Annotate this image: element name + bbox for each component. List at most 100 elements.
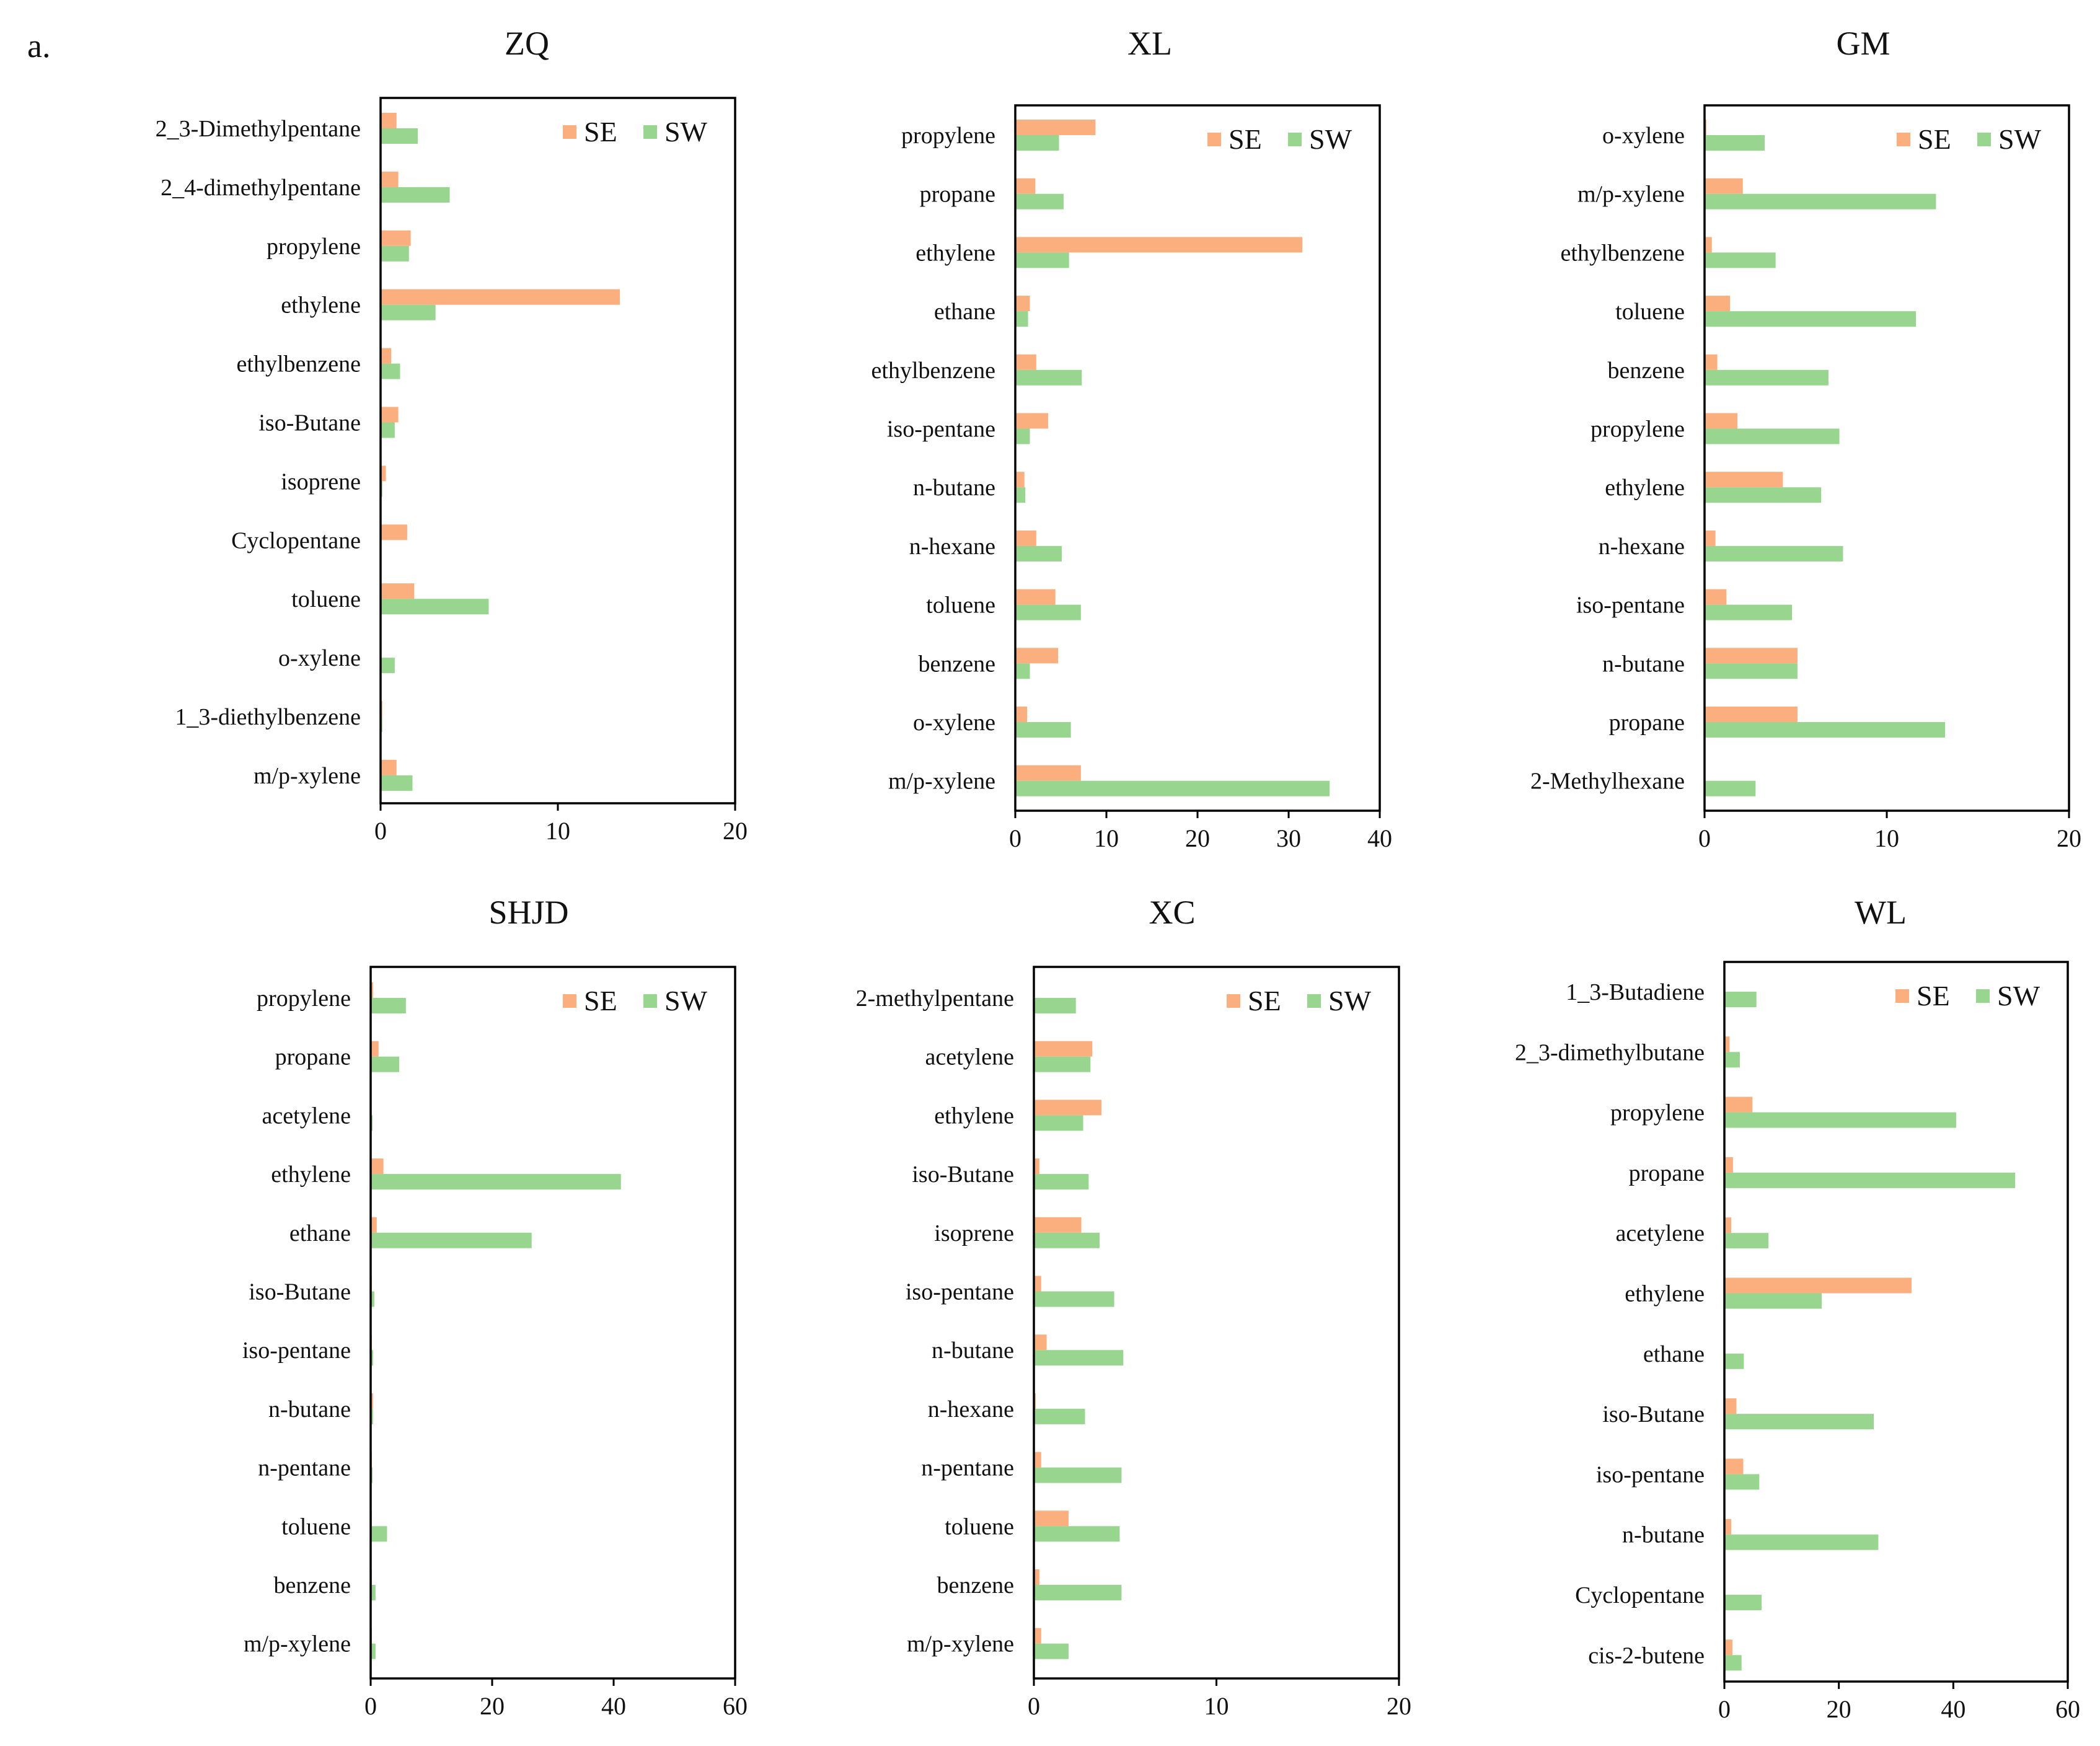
bar-sw-2-3-dimethylpentane: [381, 128, 418, 144]
x-tick-label-xl-2: 20: [1185, 824, 1210, 852]
bar-se-acetylene: [1034, 1041, 1093, 1057]
bar-sw-2-3-dimethylbutane: [1724, 1052, 1740, 1068]
bar-sw-n-butane: [1724, 1534, 1879, 1550]
bar-se-cyclopentane: [381, 524, 407, 540]
category-label-isoprene: isoprene: [934, 1220, 1014, 1246]
bar-sw-m-p-xylene: [1034, 1643, 1069, 1659]
bar-se-ethylene: [1724, 1277, 1912, 1294]
bar-sw-propylene: [1724, 1112, 1956, 1128]
category-label-cyclopentane: Cyclopentane: [1575, 1582, 1705, 1608]
legend-swatch-sw: [1977, 133, 1991, 146]
bar-se-m-p-xylene: [1015, 765, 1081, 781]
bar-sw-propylene: [371, 998, 406, 1013]
bar-se-n-hexane: [1015, 530, 1036, 546]
bar-se-2-3-dimethylbutane: [1724, 1036, 1730, 1052]
bar-se-propane: [1705, 707, 1798, 722]
category-label-iso-butane: iso-Butane: [1602, 1401, 1705, 1427]
bar-sw-iso-butane: [1034, 1174, 1089, 1190]
chart-wl: WL 1_3-Butadiene 2_3-dimethylbutanepropyle…: [1515, 894, 2080, 1723]
category-label-toluene: toluene: [291, 586, 361, 612]
x-tick-label-gm-1: 10: [1874, 824, 1899, 852]
x-tick-label-shjd-0: 0: [364, 1692, 377, 1720]
category-label-cis-2-butene: cis-2-butene: [1588, 1642, 1705, 1669]
bar-se-toluene: [1034, 1510, 1069, 1527]
bar-sw-ethylbenzene: [1705, 252, 1776, 268]
legend-swatch-se: [563, 125, 576, 139]
bar-sw-iso-pentane: [1724, 1474, 1760, 1490]
bar-sw-ethylene: [1015, 252, 1069, 268]
bar-se-iso-pentane: [1705, 589, 1727, 605]
bar-se-ethylene: [1034, 1100, 1101, 1116]
bar-se-benzene: [1015, 648, 1059, 664]
legend-label-sw: SW: [664, 116, 708, 148]
x-tick-label-xl-4: 40: [1367, 824, 1392, 852]
category-label-benzene: benzene: [1608, 358, 1685, 384]
category-label-n-pentane: n-pentane: [258, 1455, 351, 1481]
category-label-propylene: propylene: [257, 985, 351, 1012]
bar-sw-ethane: [1015, 311, 1028, 327]
bar-sw-n-butane: [1034, 1350, 1124, 1366]
bar-se-iso-pentane: [1724, 1458, 1744, 1475]
bar-se-iso-pentane: [1034, 1276, 1041, 1292]
category-label-ethylene: ethylene: [1625, 1281, 1705, 1307]
bar-se-m-p-xylene: [1034, 1628, 1041, 1644]
bar-sw-propylene: [381, 245, 409, 262]
bar-se-toluene: [1705, 296, 1731, 312]
category-label-iso-pentane: iso-pentane: [906, 1279, 1014, 1305]
category-label-1-3-diethylbenzene: 1_3-diethylbenzene: [175, 704, 361, 730]
legend-label-se: SE: [584, 985, 617, 1016]
bar-se-n-butane: [1034, 1334, 1047, 1351]
bar-sw-2-methylhexane: [1705, 780, 1756, 796]
bar-sw-n-hexane: [1705, 545, 1843, 562]
category-label-ethylbenzene: ethylbenzene: [871, 358, 995, 384]
category-label-propylene: propylene: [1590, 417, 1685, 443]
category-label-acetylene: acetylene: [262, 1103, 351, 1129]
bar-se-ethylbenzene: [1015, 354, 1036, 370]
x-tick-label-xc-0: 0: [1028, 1692, 1040, 1720]
bar-sw-m-p-xylene: [381, 775, 413, 791]
legend-label-se: SE: [1917, 980, 1950, 1012]
bar-sw-propane: [1015, 193, 1064, 209]
bar-sw-acetylene: [1034, 1056, 1091, 1072]
legend-swatch-sw: [1307, 994, 1321, 1008]
x-tick-label-xl-3: 30: [1276, 824, 1301, 852]
category-label-toluene: toluene: [945, 1514, 1014, 1540]
x-tick-label-zq-1: 10: [545, 817, 570, 845]
bar-se-propylene: [1724, 1096, 1753, 1113]
bar-se-n-butane: [1705, 648, 1798, 664]
category-label-propylene: propylene: [267, 234, 361, 260]
legend-xc: SE SW: [1227, 985, 1372, 1016]
bar-sw-ethylene: [1724, 1293, 1822, 1309]
bar-sw-o-xylene: [1015, 722, 1071, 738]
x-tick-label-shjd-1: 20: [480, 1692, 505, 1720]
category-label-iso-butane: iso-Butane: [912, 1162, 1014, 1188]
bar-sw-isoprene: [1034, 1232, 1100, 1248]
bar-sw-ethylbenzene: [381, 363, 400, 379]
legend-label-se: SE: [1229, 123, 1262, 155]
bar-se-iso-butane: [381, 407, 399, 423]
category-label-2-methylhexane: 2-Methylhexane: [1530, 769, 1685, 795]
category-label-ethylene: ethylene: [281, 293, 361, 319]
chart-title-wl: WL: [1855, 894, 1907, 931]
bar-se-2-4-dimethylpentane: [381, 171, 399, 187]
bar-se-ethylene: [1705, 472, 1783, 488]
bar-sw-2-methylpentane: [1034, 998, 1076, 1013]
legend-label-sw: SW: [1328, 985, 1372, 1016]
bar-se-propylene: [371, 982, 373, 998]
bar-sw-toluene: [381, 599, 489, 615]
category-label-iso-pentane: iso-pentane: [1576, 593, 1685, 619]
bar-sw-iso-butane: [381, 422, 395, 438]
category-label-m-p-xylene: m/p-xylene: [888, 769, 995, 795]
legend-swatch-se: [563, 994, 576, 1008]
x-tick-label-shjd-2: 40: [601, 1692, 626, 1720]
bar-sw-ethylbenzene: [1015, 369, 1082, 386]
category-label-ethane: ethane: [934, 299, 995, 325]
x-tick-label-wl-0: 0: [1718, 1695, 1731, 1723]
bar-se-iso-pentane: [1015, 413, 1048, 429]
category-label-m-p-xylene: m/p-xylene: [1577, 182, 1685, 208]
legend-swatch-se: [1897, 133, 1910, 146]
category-label-2-4-dimethylpentane: 2_4-dimethylpentane: [161, 175, 361, 201]
legend-wl: SE SW: [1895, 980, 2040, 1012]
category-label-benzene: benzene: [937, 1572, 1014, 1598]
bar-sw-iso-pentane: [1034, 1291, 1114, 1307]
